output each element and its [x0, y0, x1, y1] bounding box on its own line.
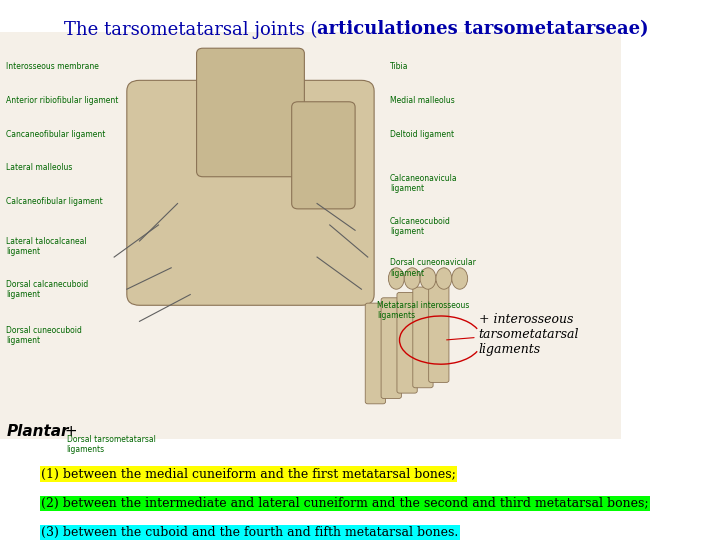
Text: Dorsal calcanecuboid
ligament: Dorsal calcanecuboid ligament — [6, 280, 89, 299]
FancyBboxPatch shape — [0, 32, 621, 439]
FancyBboxPatch shape — [428, 282, 449, 382]
Text: articulationes tarsometatarseae): articulationes tarsometatarseae) — [317, 21, 649, 38]
Text: Deltoid ligament: Deltoid ligament — [390, 130, 454, 139]
Text: Calcaneonavicula
ligament: Calcaneonavicula ligament — [390, 174, 458, 193]
Text: (2) between the intermediate and lateral cuneiform and the second and third meta: (2) between the intermediate and lateral… — [41, 497, 649, 510]
FancyBboxPatch shape — [197, 48, 305, 177]
Text: Medial malleolus: Medial malleolus — [390, 97, 455, 105]
Text: Cancaneofibular ligament: Cancaneofibular ligament — [6, 130, 106, 139]
Text: Plantar: Plantar — [6, 424, 69, 438]
Text: Calcaneocuboid
ligament: Calcaneocuboid ligament — [390, 217, 451, 237]
Text: Anterior ribiofibular ligament: Anterior ribiofibular ligament — [6, 97, 119, 105]
Ellipse shape — [451, 268, 468, 289]
Text: Dorsal tarsometatarsal
ligaments: Dorsal tarsometatarsal ligaments — [66, 435, 156, 454]
Text: +: + — [60, 424, 78, 438]
Text: The tarsometatarsal joints (: The tarsometatarsal joints ( — [63, 21, 317, 38]
Ellipse shape — [420, 268, 436, 289]
FancyBboxPatch shape — [292, 102, 355, 209]
FancyBboxPatch shape — [365, 303, 385, 404]
Ellipse shape — [436, 268, 451, 289]
FancyBboxPatch shape — [381, 298, 401, 399]
FancyBboxPatch shape — [397, 293, 418, 393]
Text: Lateral talocalcaneal
ligament: Lateral talocalcaneal ligament — [6, 237, 87, 256]
Text: Interosseous membrane: Interosseous membrane — [6, 62, 99, 71]
FancyBboxPatch shape — [413, 287, 433, 388]
Text: Metatarsal interosseous
ligaments: Metatarsal interosseous ligaments — [377, 301, 469, 320]
Ellipse shape — [388, 268, 404, 289]
Ellipse shape — [404, 268, 420, 289]
Text: + interosseous
tarsometatarsal
ligaments: + interosseous tarsometatarsal ligaments — [479, 313, 580, 356]
Text: Tibia: Tibia — [390, 62, 408, 71]
Text: Dorsal cuneonavicular
ligament: Dorsal cuneonavicular ligament — [390, 258, 476, 278]
Text: Lateral malleolus: Lateral malleolus — [6, 164, 73, 172]
Text: Dorsal cuneocuboid
ligament: Dorsal cuneocuboid ligament — [6, 326, 82, 345]
Text: (3) between the cuboid and the fourth and fifth metatarsal bones.: (3) between the cuboid and the fourth an… — [41, 526, 459, 539]
Text: (1) between the medial cuneiform and the first metatarsal bones;: (1) between the medial cuneiform and the… — [41, 468, 456, 481]
Text: Calcaneofibular ligament: Calcaneofibular ligament — [6, 197, 103, 206]
FancyBboxPatch shape — [127, 80, 374, 305]
